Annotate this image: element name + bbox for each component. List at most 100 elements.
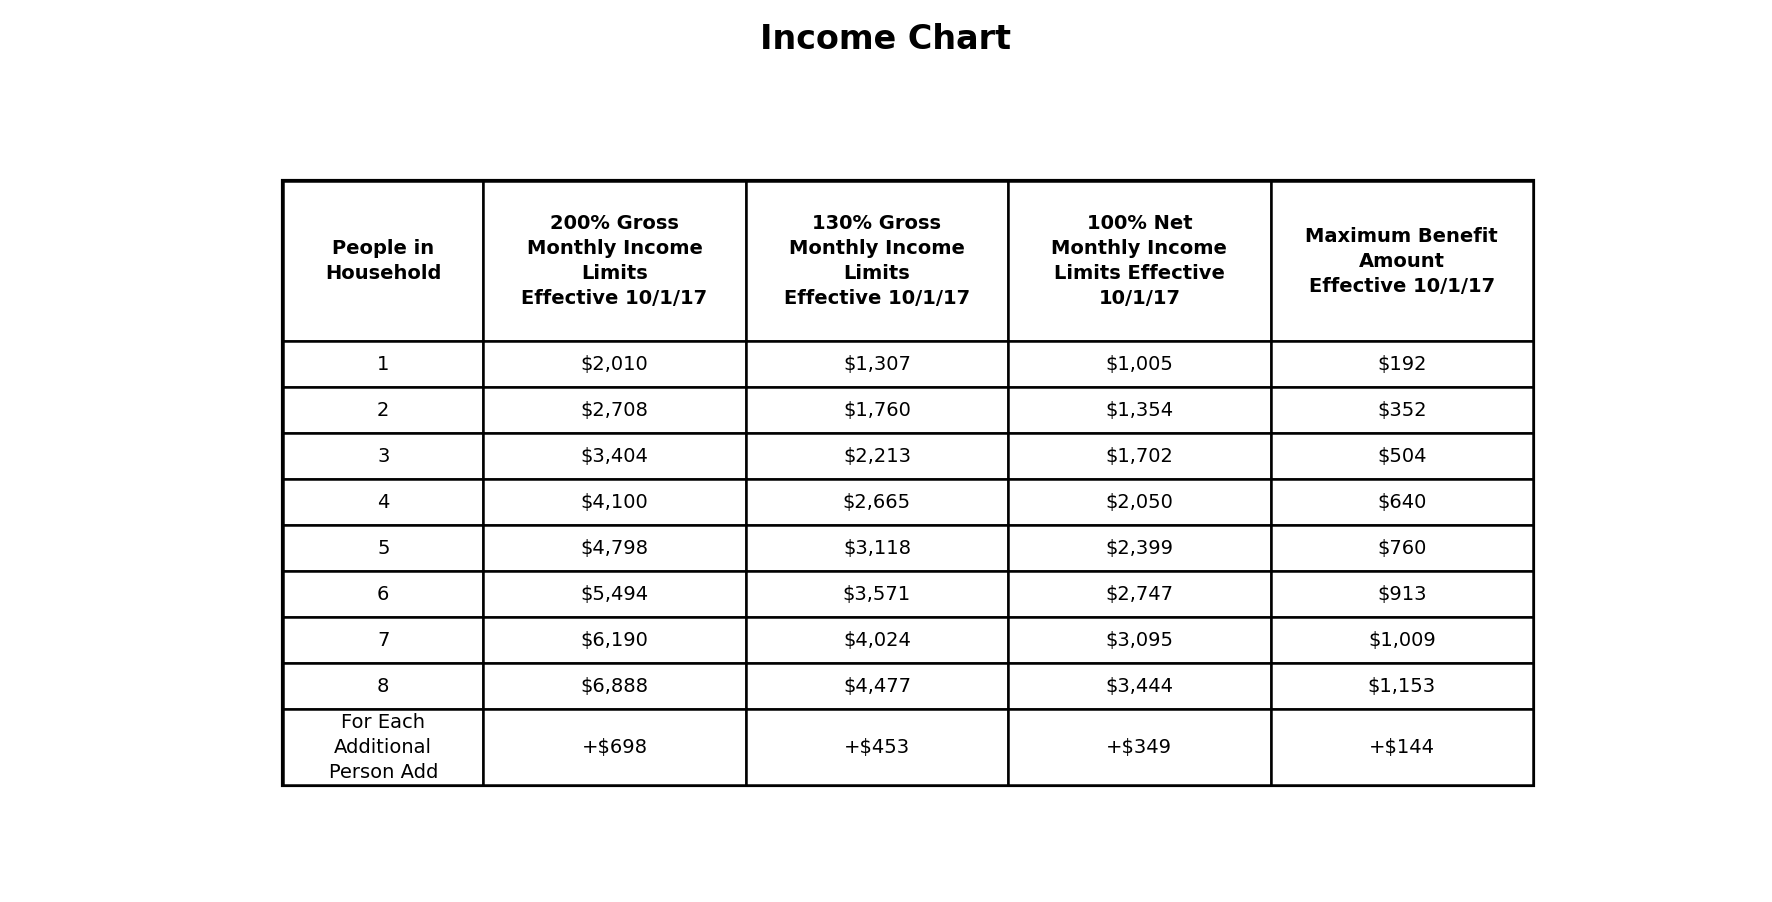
- Text: 100% Net
Monthly Income
Limits Effective
10/1/17: 100% Net Monthly Income Limits Effective…: [1051, 215, 1228, 308]
- Bar: [484, 664, 746, 710]
- Bar: [746, 525, 1008, 571]
- Text: $3,118: $3,118: [843, 538, 911, 558]
- Text: 3: 3: [377, 446, 390, 465]
- Text: +$453: +$453: [843, 738, 911, 757]
- Text: $1,702: $1,702: [1106, 446, 1173, 465]
- Text: $4,100: $4,100: [581, 492, 649, 511]
- Text: $1,354: $1,354: [1106, 400, 1173, 419]
- Bar: [746, 710, 1008, 786]
- Bar: [284, 181, 1533, 786]
- Bar: [284, 571, 484, 618]
- Bar: [1271, 618, 1533, 664]
- Text: $3,444: $3,444: [1106, 677, 1173, 696]
- Text: $5,494: $5,494: [581, 584, 649, 604]
- Text: +$698: +$698: [581, 738, 647, 757]
- Text: $640: $640: [1377, 492, 1426, 511]
- Text: 2: 2: [377, 400, 390, 419]
- Text: $3,571: $3,571: [843, 584, 911, 604]
- Bar: [284, 387, 484, 433]
- Text: $1,153: $1,153: [1368, 677, 1435, 696]
- Bar: [284, 341, 484, 387]
- Bar: [1271, 664, 1533, 710]
- Text: $2,708: $2,708: [581, 400, 649, 419]
- Bar: [1008, 710, 1271, 786]
- Bar: [1271, 341, 1533, 387]
- Text: $1,760: $1,760: [843, 400, 911, 419]
- Bar: [284, 433, 484, 479]
- Bar: [746, 664, 1008, 710]
- Bar: [746, 341, 1008, 387]
- Text: $3,095: $3,095: [1106, 630, 1173, 650]
- Bar: [284, 525, 484, 571]
- Bar: [1008, 664, 1271, 710]
- Text: 5: 5: [377, 538, 390, 558]
- Bar: [284, 181, 484, 341]
- Bar: [284, 618, 484, 664]
- Bar: [1271, 433, 1533, 479]
- Text: +$349: +$349: [1106, 738, 1173, 757]
- Text: $3,404: $3,404: [581, 446, 649, 465]
- Text: People in
Household: People in Household: [324, 239, 441, 283]
- Text: 1: 1: [377, 354, 390, 373]
- Text: $2,747: $2,747: [1106, 584, 1173, 604]
- Bar: [484, 341, 746, 387]
- Bar: [484, 618, 746, 664]
- Bar: [484, 710, 746, 786]
- Bar: [1008, 181, 1271, 341]
- Text: $2,010: $2,010: [581, 354, 649, 373]
- Bar: [484, 479, 746, 525]
- Bar: [484, 433, 746, 479]
- Text: 7: 7: [377, 630, 390, 650]
- Bar: [1271, 479, 1533, 525]
- Bar: [746, 479, 1008, 525]
- Bar: [484, 525, 746, 571]
- Text: $6,888: $6,888: [581, 677, 649, 696]
- Bar: [284, 664, 484, 710]
- Bar: [484, 387, 746, 433]
- Bar: [1008, 387, 1271, 433]
- Text: For Each
Additional
Person Add: For Each Additional Person Add: [328, 713, 438, 782]
- Text: $4,798: $4,798: [581, 538, 649, 558]
- Text: $6,190: $6,190: [581, 630, 649, 650]
- Bar: [746, 181, 1008, 341]
- Text: $1,307: $1,307: [843, 354, 911, 373]
- Bar: [1008, 525, 1271, 571]
- Bar: [746, 433, 1008, 479]
- Bar: [1271, 181, 1533, 341]
- Text: $504: $504: [1377, 446, 1426, 465]
- Text: 130% Gross
Monthly Income
Limits
Effective 10/1/17: 130% Gross Monthly Income Limits Effecti…: [783, 215, 969, 308]
- Bar: [1271, 525, 1533, 571]
- Bar: [1271, 571, 1533, 618]
- Bar: [1008, 433, 1271, 479]
- Text: $4,024: $4,024: [843, 630, 911, 650]
- Text: 6: 6: [377, 584, 390, 604]
- Bar: [746, 618, 1008, 664]
- Bar: [484, 571, 746, 618]
- Text: $4,477: $4,477: [843, 677, 911, 696]
- Text: Maximum Benefit
Amount
Effective 10/1/17: Maximum Benefit Amount Effective 10/1/17: [1306, 226, 1497, 296]
- Bar: [1271, 387, 1533, 433]
- Text: 4: 4: [377, 492, 390, 511]
- Text: $2,665: $2,665: [843, 492, 911, 511]
- Text: $1,005: $1,005: [1106, 354, 1173, 373]
- Bar: [484, 181, 746, 341]
- Text: 8: 8: [377, 677, 390, 696]
- Bar: [284, 710, 484, 786]
- Bar: [746, 387, 1008, 433]
- Text: $352: $352: [1377, 400, 1426, 419]
- Text: $1,009: $1,009: [1368, 630, 1435, 650]
- Bar: [1008, 479, 1271, 525]
- Text: Income Chart: Income Chart: [760, 23, 1012, 56]
- Text: $2,050: $2,050: [1106, 492, 1173, 511]
- Text: $2,399: $2,399: [1106, 538, 1173, 558]
- Text: $760: $760: [1377, 538, 1426, 558]
- Text: $913: $913: [1377, 584, 1426, 604]
- Text: +$144: +$144: [1368, 738, 1435, 757]
- Bar: [746, 571, 1008, 618]
- Bar: [1008, 571, 1271, 618]
- Text: 200% Gross
Monthly Income
Limits
Effective 10/1/17: 200% Gross Monthly Income Limits Effecti…: [521, 215, 707, 308]
- Text: $192: $192: [1377, 354, 1426, 373]
- Bar: [1271, 710, 1533, 786]
- Bar: [284, 479, 484, 525]
- Text: $2,213: $2,213: [843, 446, 911, 465]
